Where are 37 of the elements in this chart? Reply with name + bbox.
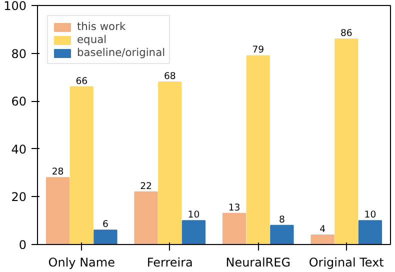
y-tick-label: 40 <box>11 142 27 156</box>
bar <box>358 220 382 244</box>
bar <box>182 220 206 244</box>
data-label: 10 <box>188 210 200 221</box>
data-label: 13 <box>228 202 240 214</box>
data-label: 10 <box>364 210 376 221</box>
bar <box>158 81 182 244</box>
bar <box>94 230 118 244</box>
x-tick-label: Original Text <box>308 256 384 270</box>
y-tick-label: 0 <box>18 238 27 252</box>
x-tick-label: Ferreira <box>146 256 193 270</box>
data-label: 66 <box>76 76 88 87</box>
y-tick-label: 20 <box>11 190 27 204</box>
bar <box>310 234 334 244</box>
bar <box>334 38 358 244</box>
data-label: 8 <box>278 214 285 226</box>
x-tick-label: NeuralREG <box>226 256 291 270</box>
bar <box>246 55 270 244</box>
data-label: 68 <box>164 70 176 82</box>
data-label: 79 <box>252 44 264 56</box>
bar <box>222 212 246 244</box>
data-label: 86 <box>340 28 352 39</box>
x-tick-label: Only Name <box>48 256 115 270</box>
data-label: 22 <box>140 180 152 192</box>
bar <box>270 224 294 244</box>
bar <box>46 177 70 244</box>
data-label: 28 <box>52 166 64 178</box>
legend-label: equal <box>77 33 107 46</box>
y-tick-label: 60 <box>11 94 27 109</box>
data-label: 6 <box>102 219 108 230</box>
y-tick-label: 80 <box>11 46 27 61</box>
legend-label: baseline/original <box>77 46 166 59</box>
bar <box>134 191 158 244</box>
y-tick-label: 100 <box>4 0 26 13</box>
bar <box>70 86 94 244</box>
legend-label: this work <box>77 20 126 33</box>
data-label: 4 <box>320 224 326 235</box>
